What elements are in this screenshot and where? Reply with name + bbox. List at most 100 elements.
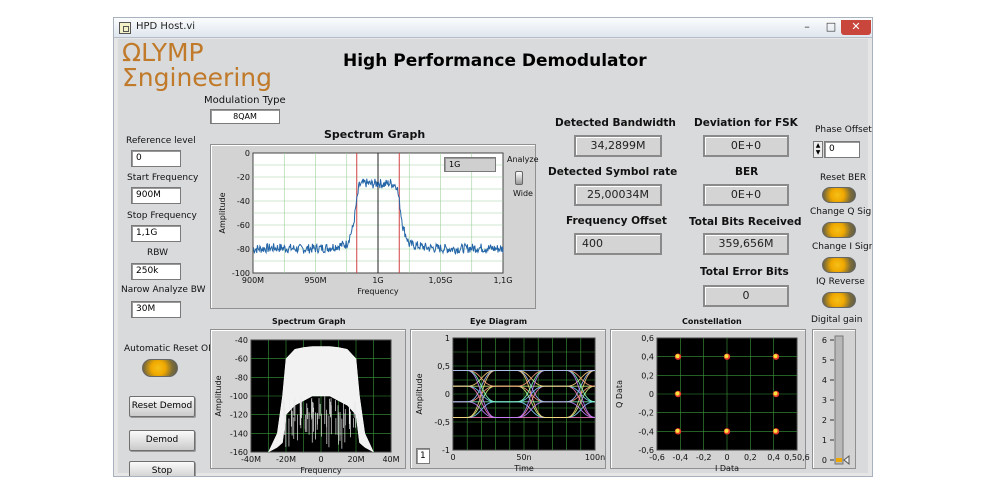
eye-diagram-trace [453,385,596,418]
digital-gain-label: Digital gain [811,315,863,325]
analyze-label: Analyze [507,155,539,164]
spectrum-2-y-axis-label: Amplitude [214,375,223,416]
change-i-sign-led[interactable] [822,257,856,273]
reset-demod-button[interactable]: Reset Demod [129,396,195,417]
demod-button[interactable]: Demod [129,430,195,451]
eye-diagram-y-tick-label: 0 [445,390,450,399]
spectrum-x-tick-label: 1,05G [428,276,452,285]
spectrum-graph-2-frame: -40M -20M 0 20M 40M -40 -60 -80 -100 -120 -140 -160… [210,329,406,475]
spectrum-2-x-tick-label: -40M [241,455,261,464]
stop-frequency-input[interactable]: 1,1G [131,225,181,242]
start-frequency-input[interactable]: 900M [131,187,181,204]
eye-diagram-trace [453,401,596,418]
spectrum-y-tick-label: -100 [232,269,250,278]
digital-gain-slider[interactable]: 6 5 4 3 2 1 0 [813,330,857,470]
ber-value: 0E+0 [703,184,789,206]
app-window: HPD Host.vi – □ ✕ ΩLYMP Σngineering High… [113,17,873,477]
reference-level-input[interactable]: 0 [131,150,181,167]
spectrum-2-x-tick-label: 0 [318,455,323,464]
window-title: HPD Host.vi [136,21,196,32]
constellation-x-tick-label: 0,4 [767,453,780,462]
deviation-fsk-value: 0E+0 [703,135,789,157]
reset-ber-label: Reset BER [820,173,867,183]
eye-index-input[interactable]: 1 [416,448,430,464]
automatic-reset-led[interactable] [142,359,178,377]
spectrum-2-y-tick-label: -160 [230,448,248,457]
ber-label: BER [735,166,759,178]
span-indicator: 1G [444,157,496,172]
eye-diagram-x-tick-label: 100n [585,453,605,462]
digital-gain-tick-label: 1 [822,436,827,445]
constellation-x-tick-label: -0,4 [673,453,689,462]
eye-diagram-trace [453,385,596,403]
constellation-y-tick-label: 0,6 [641,334,654,343]
digital-gain-tick-label: 6 [822,336,827,345]
spectrum-2-y-tick-label: -120 [230,411,248,420]
eye-diagram-y-tick-label: 0,5 [437,362,450,371]
eye-diagram: 0 50n 100n 1 0,5 0 -0,5 -1 Time Amplitude [415,334,605,473]
analyze-toggle-switch[interactable] [515,171,523,185]
logo-line-2: Σngineering [122,63,272,92]
logo-line-1: ΩLYMP [122,38,204,67]
spectrum-x-tick-label: 1,1G [494,276,513,285]
wide-label: Wide [513,189,533,198]
change-q-sign-label: Change Q Sign [810,207,873,217]
spectrum-2-x-tick-label: 40M [382,455,399,464]
spectrum-2-y-tick-label: -100 [230,392,248,401]
spectrum-x-tick-label: 900M [242,276,264,285]
eye-diagram-x-axis-label: Time [513,464,534,473]
constellation-point [675,354,680,359]
digital-gain-fill [836,458,842,462]
constellation-point [773,354,778,359]
spectrum-trace-series [252,178,504,256]
eye-diagram-trace [453,401,596,418]
digital-gain-tick-label: 2 [822,416,827,425]
digital-gain-tick-label: 3 [822,396,827,405]
phase-offset-label: Phase Offset [815,125,872,135]
maximize-button[interactable]: □ [825,20,837,33]
reset-ber-led[interactable] [822,187,856,203]
eye-diagram-y-tick-label: 1 [445,334,450,343]
minimize-button[interactable]: – [804,20,810,33]
eye-diagram-y-axis-label: Amplitude [415,373,424,414]
rbw-input[interactable]: 250k [131,263,181,280]
iq-reverse-led[interactable] [822,292,856,308]
frequency-offset-value: 400 [574,233,662,255]
total-bits-received-value: 359,656M [703,233,789,255]
constellation-point [773,391,778,396]
phase-offset-stepper[interactable]: ▲ ▼ [813,141,823,158]
change-q-sign-led[interactable] [822,222,856,238]
constellation-chart: -0,6 -0,4 -0,2 0 0,2 0,4 0,50,60,60,40,20-0,2-… [615,334,810,473]
spectrum-y-tick-label: -60 [237,221,250,230]
constellation-y-tick-label: -0,6 [638,446,654,455]
rbw-label: RBW [147,248,169,258]
spectrum-x-tick-label: 1G [372,276,383,285]
spectrum-y-tick-label: -20 [237,173,250,182]
eye-diagram-title: Eye Diagram [470,317,528,326]
constellation-title: Constellation [682,317,742,326]
digital-gain-tick-label: 0 [822,456,827,465]
total-error-bits-value: 0 [703,285,789,307]
eye-diagram-trace [453,370,596,387]
spectrum-2-y-tick-label: -60 [235,355,248,364]
close-button[interactable]: ✕ [841,20,871,35]
constellation-x-axis-label: I Data [715,464,739,473]
automatic-reset-label: Automatic Reset ON [124,344,215,354]
constellation-point [724,354,729,359]
start-frequency-label: Start Frequency [127,173,199,183]
constellation-point [675,391,680,396]
digital-gain-tick-label: 4 [822,376,827,385]
digital-gain-tick-label: 5 [822,356,827,365]
digital-gain-frame: 6 5 4 3 2 1 0 [812,329,856,469]
constellation-x-tick-label: 0,50,6 [784,453,809,462]
reference-level-label: Reference level [126,136,196,146]
constellation-x-tick-label: 0,2 [744,453,757,462]
modulation-type-field[interactable]: 8QAM [210,109,280,124]
phase-offset-input[interactable]: 0 [824,141,860,158]
eye-diagram-x-tick-label: 50n [516,453,531,462]
detected-symbol-rate-label: Detected Symbol rate [548,166,678,178]
stop-button[interactable]: Stop [129,461,195,476]
eye-diagram-trace [453,370,596,387]
narrow-analyze-bw-input[interactable]: 30M [131,301,181,318]
eye-diagram-y-tick-label: -1 [442,446,450,455]
